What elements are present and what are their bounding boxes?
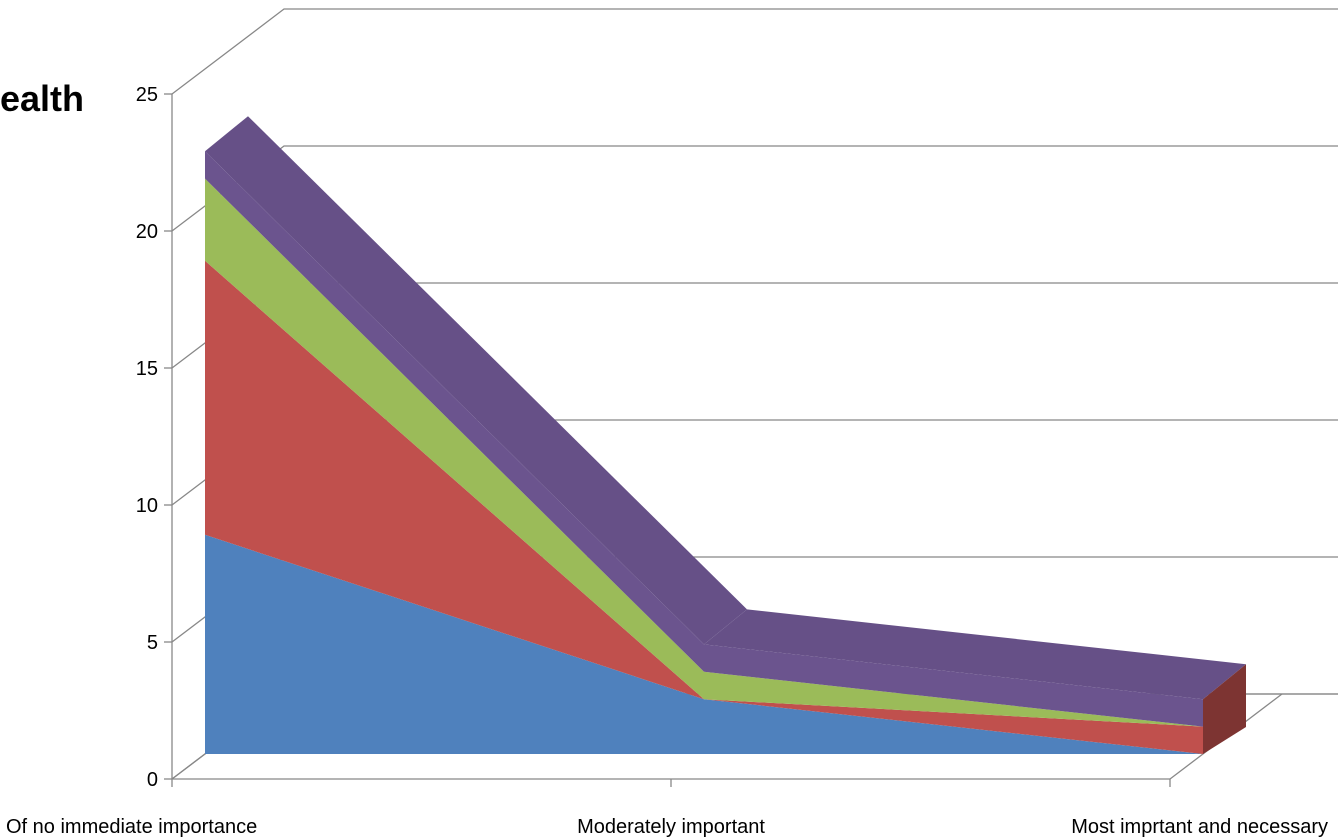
x-category-label: Of no immediate importance <box>6 816 257 837</box>
y-tick-label: 10 <box>136 495 158 517</box>
area-series <box>205 116 1246 754</box>
area-side-face <box>1203 664 1246 754</box>
y-tick-label: 5 <box>147 632 158 654</box>
area-series-1 <box>205 534 1203 754</box>
area-series-2 <box>205 260 1203 754</box>
area-top-face <box>704 609 1246 700</box>
x-category-label: Most imprtant and necessary <box>1071 816 1328 837</box>
y-tick-label: 0 <box>147 769 158 791</box>
category-axis: Of no immediate importance Moderately imp… <box>6 779 1328 837</box>
y-tick-label: 15 <box>136 358 158 380</box>
y-tick-label: 25 <box>136 84 158 106</box>
value-axis: 0 5 10 15 20 25 <box>136 84 172 791</box>
y-tick-label: 20 <box>136 221 158 243</box>
gridline <box>171 8 1338 95</box>
area-top-face <box>205 116 747 645</box>
x-category-label: Moderately important <box>577 816 765 837</box>
chart-title: ealth <box>0 78 85 119</box>
